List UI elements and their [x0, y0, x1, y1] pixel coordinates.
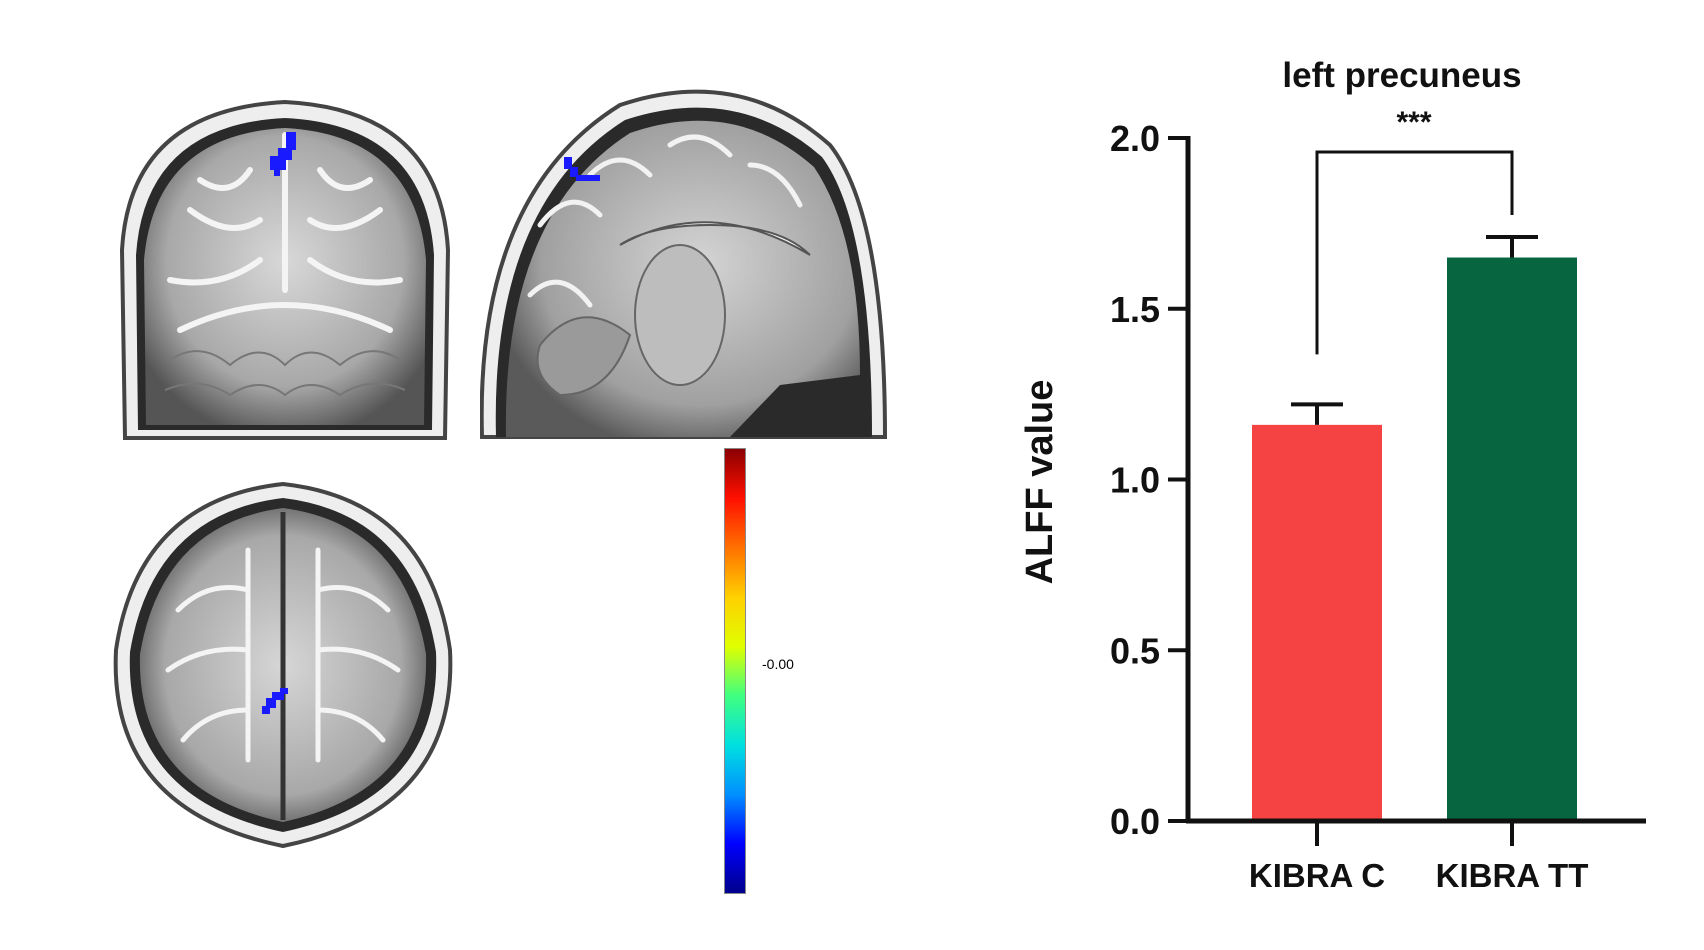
y-tick-label: 0.0 — [1110, 801, 1160, 842]
chart-title: left precuneus — [1282, 56, 1521, 95]
bar — [1447, 257, 1577, 821]
y-tick-label: 1.0 — [1110, 460, 1160, 501]
y-tick-label: 0.5 — [1110, 630, 1160, 671]
x-tick-label: KIBRA TT — [1436, 857, 1589, 894]
sagittal-activation-cluster — [564, 157, 600, 181]
x-tick-label: KIBRA C — [1249, 857, 1385, 894]
colorbar-gradient — [724, 448, 746, 894]
sagittal-brain-slice — [480, 89, 888, 439]
coronal-activation-cluster — [270, 132, 296, 176]
significance-bracket — [1315, 150, 1514, 355]
axial-brain-slice — [113, 481, 453, 849]
colorbar-label: -0.00 — [762, 656, 794, 672]
colorbar: -0.00 — [724, 448, 844, 898]
axial-activation-cluster — [262, 688, 288, 714]
y-tick-label: 2.0 — [1110, 118, 1160, 159]
bar — [1252, 424, 1382, 821]
significance-label: *** — [1396, 106, 1431, 139]
coronal-brain-slice — [119, 99, 451, 440]
y-axis-label: ALFF value — [1019, 380, 1061, 585]
y-tick-label: 1.5 — [1110, 289, 1160, 330]
